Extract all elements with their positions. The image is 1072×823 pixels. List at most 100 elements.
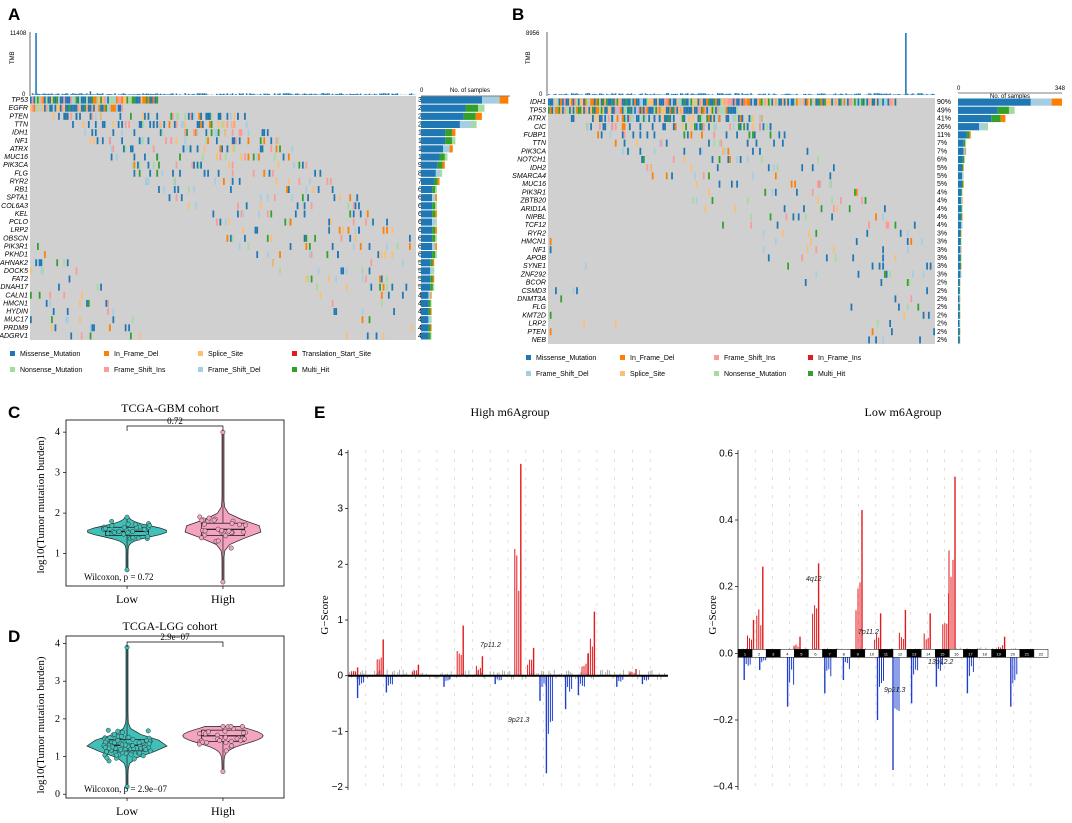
tmb-bar xyxy=(198,93,200,95)
data-point xyxy=(202,532,208,538)
freq-bar-missense xyxy=(421,145,444,153)
mutation-cell xyxy=(161,129,164,137)
data-point xyxy=(111,530,117,536)
mutation-cell xyxy=(730,106,733,114)
legend-swatch xyxy=(526,371,531,376)
mutation-cell xyxy=(103,121,106,128)
tmb-bar xyxy=(321,93,323,95)
freq-bar-minor xyxy=(478,104,485,112)
freq-bar-missense xyxy=(958,254,961,262)
mutation-cell xyxy=(401,291,404,299)
mutation-cell xyxy=(616,115,619,122)
gene-percent: 4% xyxy=(937,206,947,213)
tmb-bar xyxy=(674,93,677,95)
mutation-cell xyxy=(875,213,877,221)
mutation-cell xyxy=(695,123,698,131)
mutation-cell xyxy=(599,98,601,106)
mutation-cell xyxy=(711,115,714,122)
mutation-cell xyxy=(690,131,693,139)
mutation-cell xyxy=(836,98,839,106)
freq-bar-missense xyxy=(958,246,961,254)
tmb-bar xyxy=(681,93,684,95)
mutation-cell xyxy=(38,259,41,267)
mutation-cell xyxy=(258,153,260,161)
mutation-cell xyxy=(187,112,190,120)
mutation-cell xyxy=(926,262,928,270)
gistic-high: High m6Agroup G−Score −2−1012347p11.29p2… xyxy=(319,405,668,793)
mutation-cell xyxy=(720,98,723,106)
mutation-cell xyxy=(133,96,136,104)
tmb-bar xyxy=(876,93,879,95)
mutation-cell xyxy=(35,259,38,267)
legend: Missense_Mutation In_Frame_Del Splice_Site… xyxy=(10,351,371,374)
tmb-bar xyxy=(702,93,705,95)
chromosome-label: 2 xyxy=(758,651,761,656)
mutation-cell xyxy=(256,251,259,259)
data-point xyxy=(226,528,232,534)
mutation-cell xyxy=(632,98,635,106)
gene-percent: 4% xyxy=(937,198,947,205)
freq-bar-other xyxy=(961,213,963,221)
mutation-cell xyxy=(226,145,229,153)
mutation-cell xyxy=(657,106,659,114)
gene-label: DNAH17 xyxy=(0,284,29,291)
mutation-cell xyxy=(208,112,211,120)
gene-label: PIK3R1 xyxy=(522,189,546,196)
mutation-cell xyxy=(287,177,290,185)
mutation-cell xyxy=(377,251,380,259)
mutation-cell xyxy=(112,308,115,315)
gene-label: AHNAK2 xyxy=(0,260,28,267)
mutation-cell xyxy=(885,270,888,278)
mutation-cell xyxy=(723,147,726,155)
tmb-bar xyxy=(593,93,596,95)
freq-bar-other xyxy=(437,161,443,169)
mutation-cell xyxy=(226,234,229,242)
mutation-cell xyxy=(44,96,46,104)
freq-bar-other xyxy=(465,104,479,112)
mutation-cell xyxy=(662,123,665,131)
freq-bar-minor xyxy=(965,139,967,147)
freq-bar-missense xyxy=(958,262,961,270)
mutation-cell xyxy=(667,106,670,114)
mutation-cell xyxy=(89,332,92,340)
mutation-cell xyxy=(840,98,842,106)
freq-bar-other xyxy=(482,96,500,104)
mutation-cell xyxy=(642,115,645,122)
y-tick-label: −0.4 xyxy=(713,782,733,793)
tmb-bar xyxy=(354,94,357,95)
mutation-cell xyxy=(142,137,145,145)
tmb-bar xyxy=(268,94,271,95)
mutation-cell xyxy=(694,172,696,180)
mutation-cell xyxy=(59,104,62,112)
tmb-bar xyxy=(588,93,591,95)
gene-label: CSMD3 xyxy=(521,288,546,295)
mutation-cell xyxy=(86,96,88,104)
tmb-bar xyxy=(878,93,881,95)
cytoband-label: 9p21.3 xyxy=(884,687,906,694)
mutation-cell xyxy=(748,98,751,106)
tmb-bar xyxy=(391,93,393,95)
mutation-cell xyxy=(40,104,43,112)
mutation-cell xyxy=(56,259,59,267)
mutation-cell xyxy=(30,96,32,104)
tmb-bar xyxy=(672,93,675,95)
gene-label: MUC16 xyxy=(522,181,546,188)
mutation-cell xyxy=(734,106,737,114)
tmb-bar xyxy=(331,93,334,95)
mutation-cell xyxy=(100,96,102,104)
tmb-bar xyxy=(665,93,668,95)
mutation-cell xyxy=(621,106,624,114)
mutation-cell xyxy=(279,267,281,275)
mutation-cell xyxy=(147,137,150,145)
mutation-cell xyxy=(217,129,220,137)
freq-bar-other xyxy=(963,139,966,147)
mutation-cell xyxy=(349,210,352,218)
freq-bar-missense xyxy=(958,287,960,295)
tmb-bar xyxy=(887,94,890,95)
y-axis-title: G−Score xyxy=(319,595,331,634)
mutation-cell xyxy=(121,137,123,145)
panel-letter-e: E xyxy=(314,403,325,422)
mutation-cell xyxy=(832,205,835,213)
mutation-cell xyxy=(635,139,638,147)
freq-bar-other xyxy=(962,172,964,180)
